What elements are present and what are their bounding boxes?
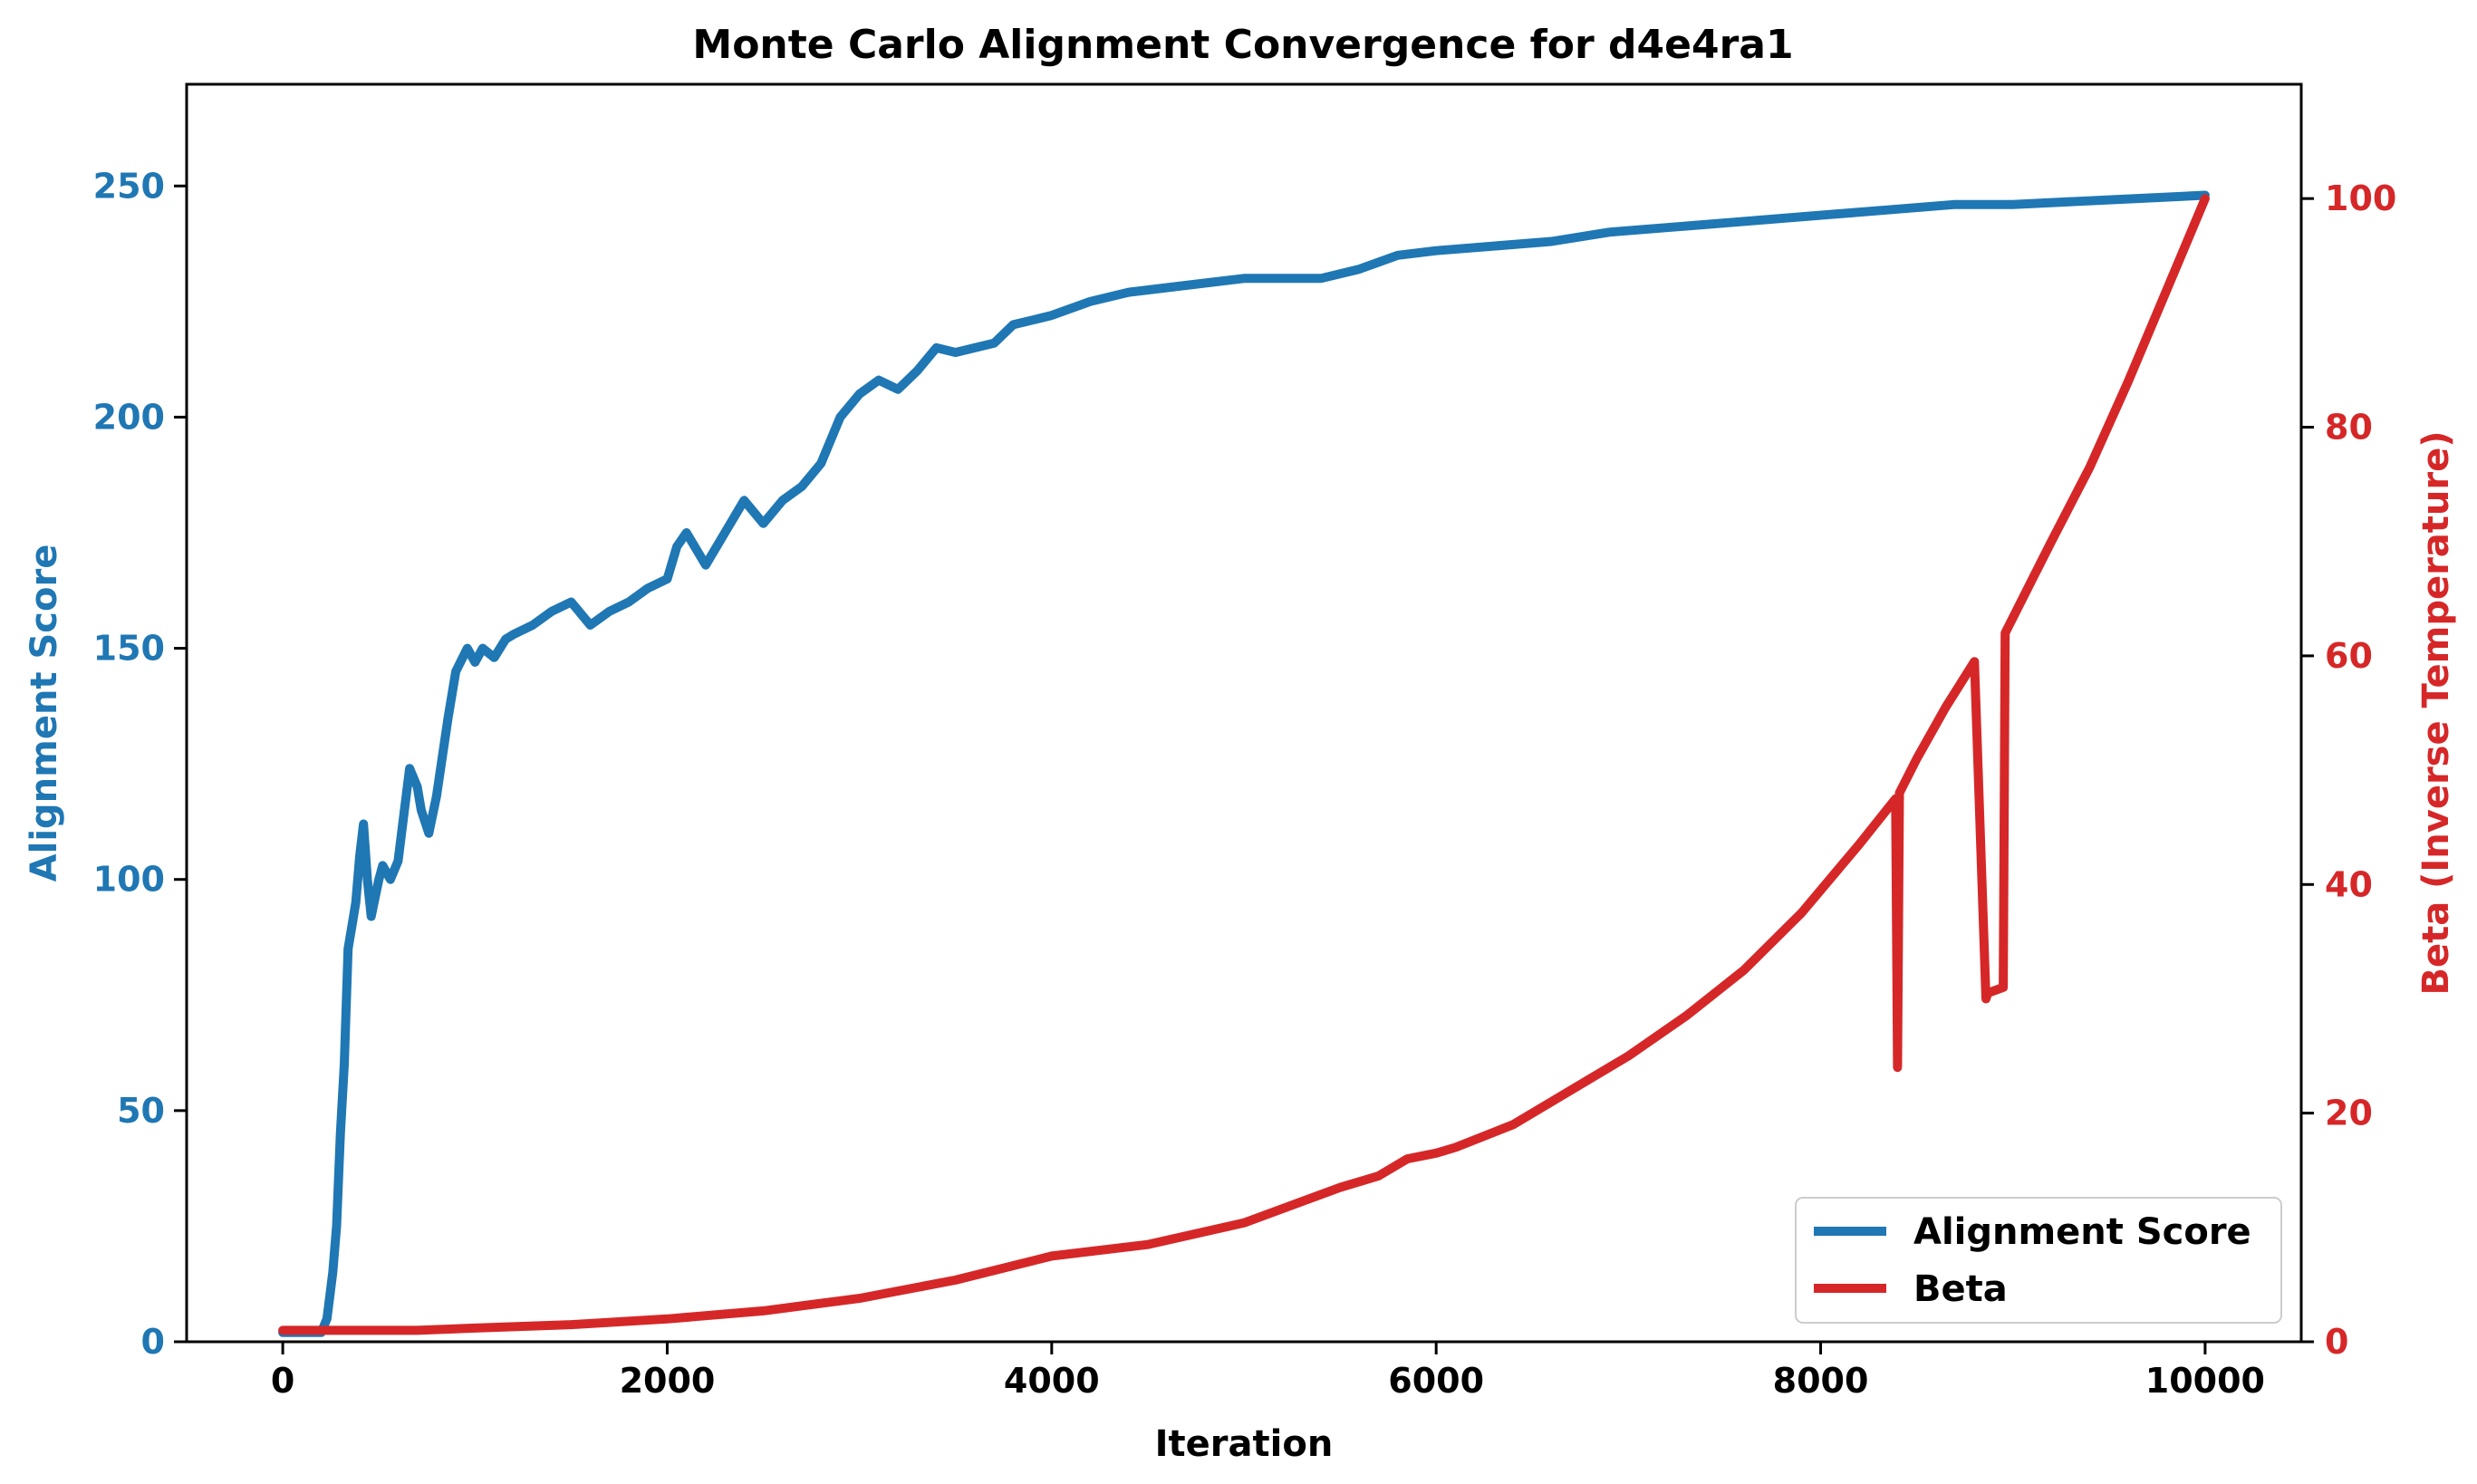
right-y-axis-ticks: 0 20 40 60 80 100	[2301, 178, 2396, 1362]
legend-beta-label: Beta	[1913, 1268, 2008, 1310]
y2-tick-label: 20	[2325, 1094, 2373, 1133]
x-axis-label: Iteration	[1155, 1423, 1334, 1465]
y2-tick-label: 60	[2325, 636, 2373, 676]
y2-tick-label: 40	[2325, 864, 2373, 904]
y2-tick-label: 80	[2325, 408, 2373, 448]
legend-alignment-label: Alignment Score	[1913, 1211, 2251, 1253]
y2-tick-label: 100	[2325, 178, 2396, 218]
plot-area	[278, 190, 2210, 1337]
y-tick-label: 100	[93, 860, 165, 900]
y2-tick-label: 0	[2325, 1322, 2348, 1362]
y-tick-label: 200	[93, 397, 165, 437]
y-tick-label: 50	[117, 1091, 165, 1131]
y-tick-label: 150	[93, 629, 165, 669]
x-tick-label: 4000	[1004, 1361, 1100, 1401]
x-tick-label: 2000	[620, 1361, 716, 1401]
y-tick-label: 0	[141, 1322, 165, 1362]
left-y-axis-ticks: 0 50 100 150 200 250	[93, 166, 187, 1362]
right-y-axis-label: Beta (Inverse Temperature)	[2415, 430, 2457, 995]
x-tick-label: 8000	[1773, 1361, 1869, 1401]
alignment-score-line	[278, 190, 2210, 1337]
legend: Alignment Score Beta	[1795, 1197, 2282, 1324]
x-tick-label: 10000	[2145, 1361, 2265, 1401]
legend-box	[1795, 1197, 2282, 1324]
left-y-axis-label: Alignment Score	[24, 544, 65, 882]
chart-title: Monte Carlo Alignment Convergence for d4…	[692, 22, 1793, 68]
x-tick-label: 0	[271, 1361, 294, 1401]
x-tick-label: 6000	[1388, 1361, 1484, 1401]
beta-line	[278, 194, 2210, 1335]
y-tick-label: 250	[93, 166, 165, 206]
plot-frame	[185, 82, 2303, 1344]
x-axis-ticks: 0 2000 4000 6000 8000 10000	[271, 1342, 2265, 1401]
